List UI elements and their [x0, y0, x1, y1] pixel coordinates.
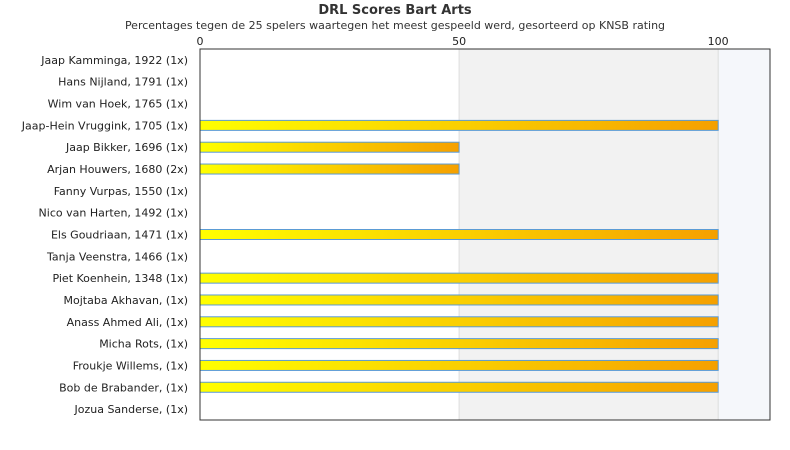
category-label: Piet Koenhein, 1348 (1x)	[52, 272, 188, 285]
bar	[199, 163, 460, 175]
category-label: Arjan Houwers, 1680 (2x)	[47, 163, 188, 176]
category-label: Wim van Hoek, 1765 (1x)	[48, 98, 188, 111]
bar	[199, 119, 719, 131]
x-tick-label: 0	[197, 35, 204, 48]
category-label: Froukje Willems, (1x)	[73, 359, 188, 372]
bar	[199, 141, 460, 153]
category-label: Bob de Brabander, (1x)	[59, 381, 188, 394]
category-label: Mojtaba Akhavan, (1x)	[64, 294, 188, 307]
bar	[199, 272, 719, 284]
x-tick-label: 100	[708, 35, 729, 48]
bar	[199, 338, 719, 350]
bar	[199, 316, 719, 328]
bar	[199, 229, 719, 240]
category-label: Jozua Sanderse, (1x)	[73, 403, 188, 416]
category-label: Jaap Kamminga, 1922 (1x)	[40, 54, 188, 67]
chart-title: DRL Scores Bart Arts	[318, 3, 472, 18]
x-tick-label: 50	[452, 35, 466, 48]
category-label: Anass Ahmed Ali, (1x)	[67, 316, 188, 329]
plot-frame	[199, 48, 771, 421]
bar	[199, 359, 719, 371]
category-label: Nico van Harten, 1492 (1x)	[39, 207, 188, 220]
chart-subtitle: Percentages tegen de 25 spelers waartege…	[125, 19, 665, 32]
category-label: Tanja Veenstra, 1466 (1x)	[46, 250, 188, 263]
background-band	[718, 49, 770, 420]
bar	[199, 294, 719, 306]
category-label: Micha Rots, (1x)	[99, 338, 188, 351]
category-label: Els Goudriaan, 1471 (1x)	[51, 229, 188, 242]
category-label: Fanny Vurpas, 1550 (1x)	[54, 185, 188, 198]
category-label: Jaap Bikker, 1696 (1x)	[65, 141, 188, 154]
category-label: Hans Nijland, 1791 (1x)	[58, 76, 188, 89]
bar	[199, 381, 719, 393]
category-label: Jaap-Hein Vruggink, 1705 (1x)	[21, 119, 188, 132]
